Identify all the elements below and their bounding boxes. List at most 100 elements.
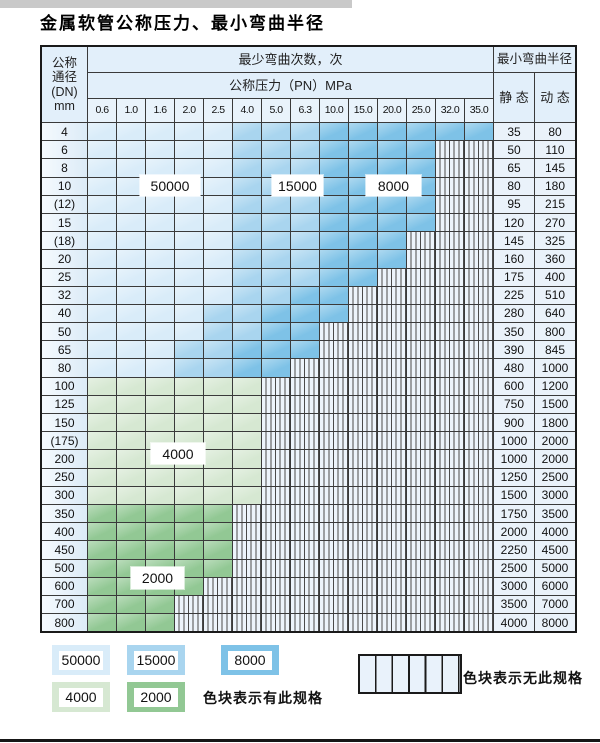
band-cell [88,395,116,413]
band-cell [378,414,406,432]
band-cell [117,159,145,177]
band-cell [378,141,406,159]
band-cell [262,323,290,341]
band-cell [88,541,116,559]
band-cell [204,450,232,468]
dynamic-cell: 5000 [535,559,575,577]
header-dn-line: mm [54,99,75,113]
band-cell [204,486,232,504]
band-cell [320,141,348,159]
band-cell [320,486,348,504]
band-cell [349,468,377,486]
band-cell [175,486,203,504]
band-cell [117,541,145,559]
band-cell [407,123,435,141]
band-cell [407,414,435,432]
band-cell [233,250,261,268]
legend-swatch-label: 4000 [59,687,103,707]
band-cell [233,468,261,486]
legend-swatch-label: 8000 [228,650,272,670]
band-cell [233,523,261,541]
band-cell [175,541,203,559]
band-cell [349,304,377,323]
band-cell [291,468,319,486]
dn-cell: (175) [42,432,87,450]
band-cell [436,595,464,614]
band-cell [291,268,319,286]
band-cell [175,323,203,341]
dynamic-cell: 80 [535,123,575,141]
band-cell [117,614,145,632]
dn-cell: 350 [42,504,87,523]
band-cell [378,432,406,450]
band-cell [88,468,116,486]
band-cell [291,323,319,341]
band-cell [88,250,116,268]
band-cell [291,595,319,614]
dynamic-cell: 1200 [535,377,575,395]
band-cell [233,268,261,286]
band-cell [349,486,377,504]
band-cell [233,359,261,377]
band-cell [204,286,232,304]
band-cell [436,323,464,341]
band-cell [465,213,493,232]
band-cell [407,395,435,413]
dynamic-cell: 3000 [535,486,575,504]
band-cell [204,159,232,177]
band-cell [378,359,406,377]
band-cell [349,595,377,614]
band-cell [291,577,319,595]
band-cell [233,486,261,504]
band-cell [262,123,290,141]
band-cell [378,577,406,595]
band-cell [436,141,464,159]
band-cell [175,213,203,232]
band-cell [349,359,377,377]
band-cell [146,250,174,268]
band-cell [233,123,261,141]
band-cell [88,123,116,141]
band-cell [349,232,377,250]
band-cell [233,541,261,559]
band-cell [117,414,145,432]
legend-swatch: 15000 [127,645,185,675]
static-cell: 600 [494,377,534,395]
band-cell [465,432,493,450]
band-cell [262,523,290,541]
band-cell [378,159,406,177]
band-cell [378,450,406,468]
band-cell [407,559,435,577]
dn-cell: 65 [42,341,87,359]
band-cell [262,486,290,504]
band-cell [465,268,493,286]
band-cell [204,541,232,559]
band-cell [204,468,232,486]
band-cell [465,559,493,577]
band-cell [262,450,290,468]
band-cell [349,377,377,395]
band-cell [465,414,493,432]
band-cell [262,468,290,486]
band-cell [146,541,174,559]
band-cell [233,304,261,323]
dn-cell: 50 [42,323,87,341]
band-cell [262,213,290,232]
band-cell [349,159,377,177]
dn-cell: 250 [42,468,87,486]
band-cell [175,286,203,304]
band-cell [407,432,435,450]
band-cell [378,213,406,232]
band-cell [291,559,319,577]
band-cell [262,595,290,614]
band-cell [320,323,348,341]
band-cell [233,213,261,232]
band-cell [88,359,116,377]
legend-swatch: 2000 [127,682,185,712]
band-cell [349,504,377,523]
static-cell: 1750 [494,504,534,523]
band-cell [378,595,406,614]
band-cell [465,141,493,159]
static-cell: 3000 [494,577,534,595]
